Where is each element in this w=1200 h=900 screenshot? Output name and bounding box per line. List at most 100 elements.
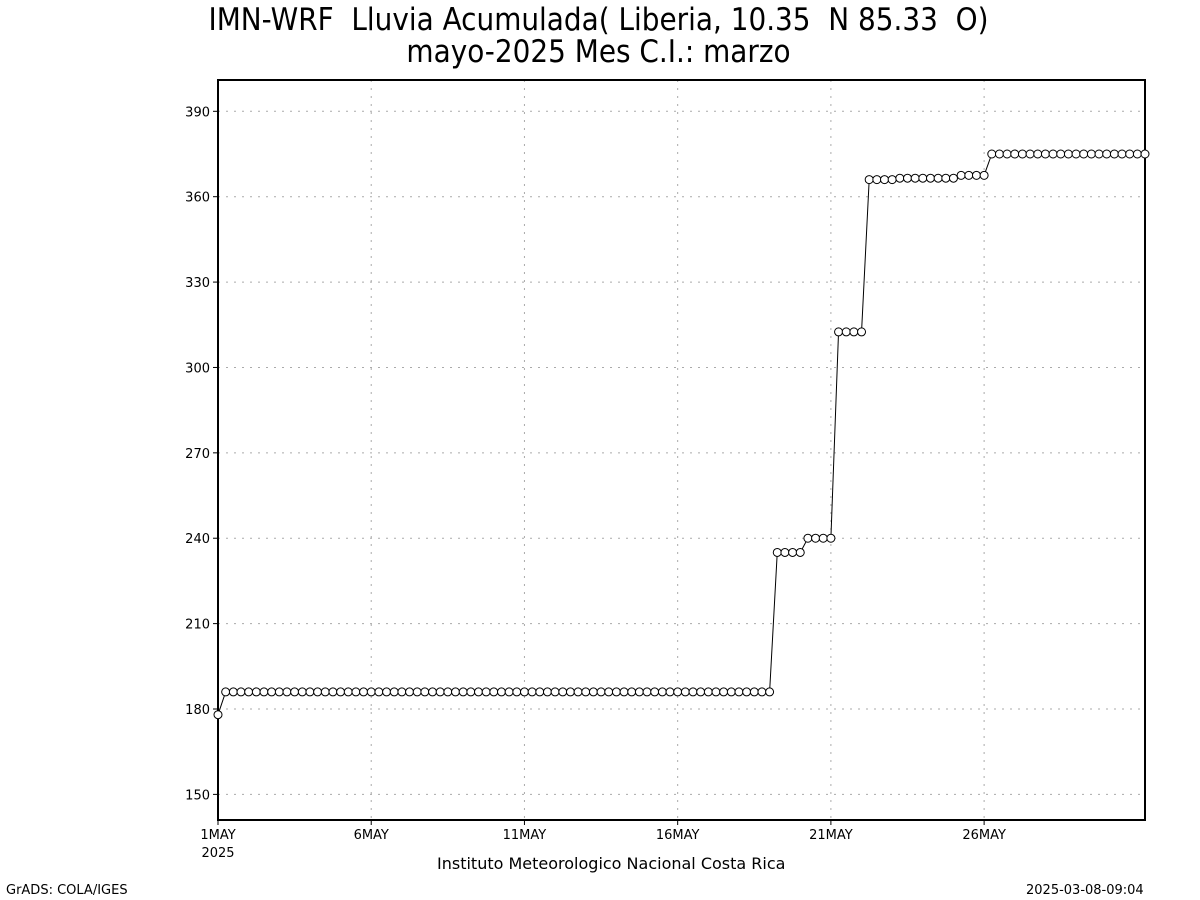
y-tick-label: 330 [185, 276, 210, 291]
data-point [382, 687, 392, 697]
data-point [512, 687, 522, 697]
data-point [328, 687, 338, 697]
y-tick-label: 270 [185, 447, 210, 462]
data-point [604, 687, 614, 697]
data-point [703, 687, 713, 697]
data-point [343, 687, 353, 697]
data-point [1102, 149, 1112, 159]
data-point [519, 687, 529, 697]
y-tick-label: 360 [185, 191, 210, 206]
data-point [765, 687, 775, 697]
data-point [719, 687, 729, 697]
data-point [925, 173, 935, 183]
data-point [1063, 149, 1073, 159]
data-point [542, 687, 552, 697]
chart-title: IMN-WRF Lluvia Acumulada( Liberia, 10.35… [208, 2, 989, 38]
data-point [1117, 149, 1127, 159]
data-point [650, 687, 660, 697]
x-tick-label: 21MAY [809, 828, 853, 843]
data-point [267, 687, 277, 697]
data-point [466, 687, 476, 697]
x-tick-label: 26MAY [962, 828, 1006, 843]
data-point [428, 687, 438, 697]
y-tick-label: 150 [185, 788, 210, 803]
y-tick-label: 210 [185, 618, 210, 633]
x-tick-label: 6MAY [354, 828, 389, 843]
data-point [573, 687, 583, 697]
data-point [473, 687, 483, 697]
footer-credit: GrADS: COLA/IGES [6, 883, 128, 898]
data-point [443, 687, 453, 697]
data-point [795, 547, 805, 557]
data-point [657, 687, 667, 697]
data-point [282, 687, 292, 697]
data-point [688, 687, 698, 697]
data-point [366, 687, 376, 697]
data-point [313, 687, 323, 697]
data-point [634, 687, 644, 697]
data-point [274, 687, 284, 697]
data-point [1025, 149, 1035, 159]
data-point [351, 687, 361, 697]
data-point [711, 687, 721, 697]
data-point [811, 533, 821, 543]
data-point [565, 687, 575, 697]
data-point [251, 687, 261, 697]
data-point [818, 533, 828, 543]
footer-timestamp: 2025-03-08-09:04 [1026, 883, 1144, 898]
data-point [627, 687, 637, 697]
data-point [941, 173, 951, 183]
data-point [259, 687, 269, 697]
data-point [696, 687, 706, 697]
data-point [1040, 149, 1050, 159]
data-point [742, 687, 752, 697]
data-point [596, 687, 606, 697]
data-point [1017, 149, 1027, 159]
data-point [481, 687, 491, 697]
data-point [665, 687, 675, 697]
data-point [305, 687, 315, 697]
data-point [374, 687, 384, 697]
data-point [435, 687, 445, 697]
data-point [757, 687, 767, 697]
data-point [581, 687, 591, 697]
data-point [489, 687, 499, 697]
data-point [903, 173, 913, 183]
data-point [389, 687, 399, 697]
data-point [504, 687, 514, 697]
axis-ticks: 150 180 210 240 270 300 330 360 390 1MAY 6MAY 11MAY… [185, 105, 1006, 861]
plot-frame [217, 79, 1146, 821]
data-point [527, 687, 537, 697]
data-point [496, 687, 506, 697]
data-point [749, 687, 759, 697]
data-point [228, 687, 238, 697]
grid-lines [218, 80, 1145, 820]
data-point [948, 173, 958, 183]
data-point [971, 170, 981, 180]
data-point [450, 687, 460, 697]
series-markers [213, 149, 1150, 720]
data-point [1086, 149, 1096, 159]
data-point [933, 173, 943, 183]
data-point [320, 687, 330, 697]
data-point [680, 687, 690, 697]
data-point [1033, 149, 1043, 159]
data-point [1002, 149, 1012, 159]
y-tick-label: 240 [185, 532, 210, 547]
data-point [673, 687, 683, 697]
data-point [979, 170, 989, 180]
data-point [826, 533, 836, 543]
x-tick-label: 11MAY [503, 828, 547, 843]
data-point [1125, 149, 1135, 159]
data-point [1010, 149, 1020, 159]
data-point [397, 687, 407, 697]
data-point [558, 687, 568, 697]
data-point [872, 175, 882, 185]
data-point [834, 327, 844, 337]
y-tick-label: 300 [185, 361, 210, 376]
data-point [336, 687, 346, 697]
data-point [359, 687, 369, 697]
data-point [1071, 149, 1081, 159]
data-point [1079, 149, 1089, 159]
